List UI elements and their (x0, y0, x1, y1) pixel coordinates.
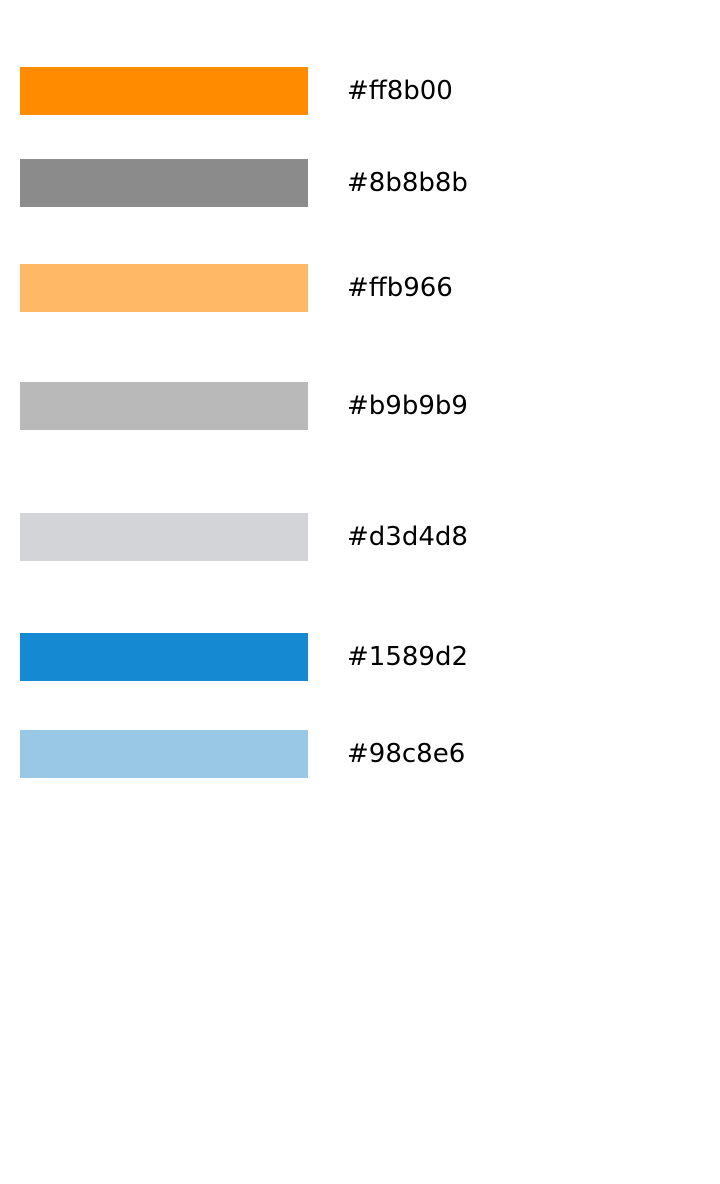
hex-code-label: #ffb966 (347, 273, 453, 303)
color-swatch (20, 730, 308, 778)
color-swatch (20, 633, 308, 681)
palette-row: #ff8b00 (20, 67, 520, 115)
palette-row: #98c8e6 (20, 730, 520, 778)
palette-row: #1589d2 (20, 633, 520, 681)
hex-code-label: #1589d2 (347, 642, 468, 672)
palette-row: #ffb966 (20, 264, 520, 312)
color-swatch (20, 264, 308, 312)
color-swatch (20, 513, 308, 561)
hex-code-label: #b9b9b9 (347, 391, 468, 421)
hex-code-label: #8b8b8b (347, 168, 468, 198)
color-swatch (20, 159, 308, 207)
hex-code-label: #ff8b00 (347, 76, 453, 106)
color-swatch (20, 67, 308, 115)
hex-code-label: #98c8e6 (347, 739, 466, 769)
palette-row: #b9b9b9 (20, 382, 520, 430)
hex-code-label: #d3d4d8 (347, 522, 468, 552)
color-swatch (20, 382, 308, 430)
palette-row: #8b8b8b (20, 159, 520, 207)
palette-row: #d3d4d8 (20, 513, 520, 561)
